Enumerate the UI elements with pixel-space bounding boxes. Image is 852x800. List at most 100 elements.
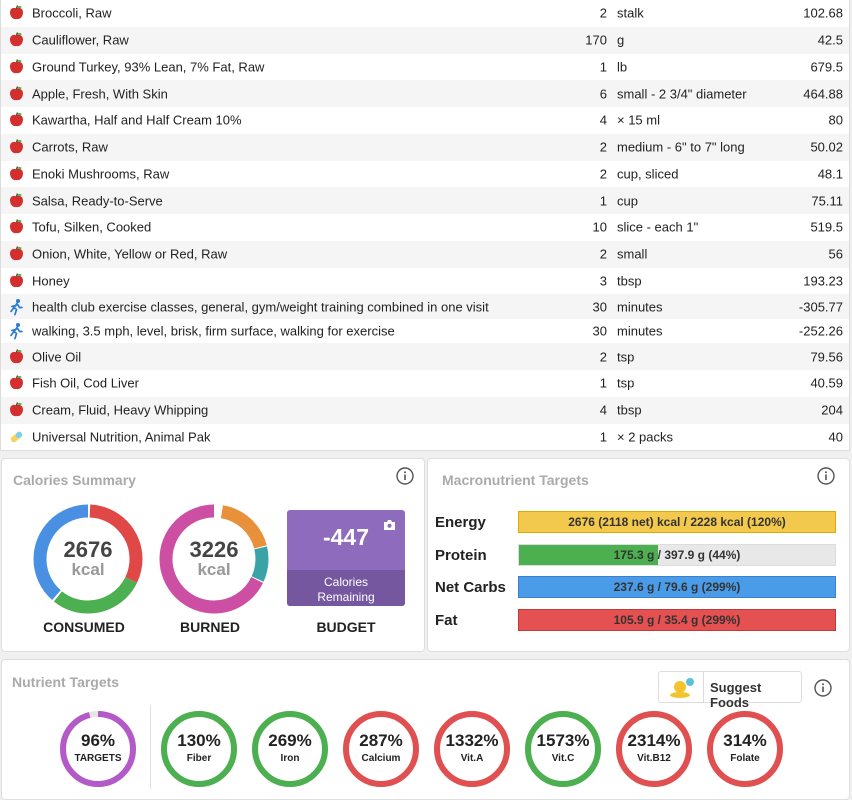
diary-row[interactable]: Cauliflower, Raw 170 g 42.5 <box>1 26 849 54</box>
apple-icon <box>8 219 25 236</box>
runner-icon <box>8 323 25 340</box>
nutrient-circle[interactable]: 130% Fiber <box>158 708 240 790</box>
nutrient-percent: 314% <box>723 731 767 750</box>
diary-item-unit: cup <box>617 193 638 209</box>
nutrient-targets-title: Nutrient Targets <box>12 674 120 690</box>
diary-item-calories: 50.02 <box>810 139 843 155</box>
consumed-value: 2676 <box>63 537 113 562</box>
diary-item-unit: minutes <box>617 323 663 339</box>
diary-row[interactable]: Tofu, Silken, Cooked 10 slice - each 1" 519… <box>1 214 849 241</box>
diary-item-name: Tofu, Silken, Cooked <box>32 219 152 235</box>
diary-item-name: Fish Oil, Cod Liver <box>32 375 139 391</box>
macro-label: Energy <box>435 514 486 531</box>
diary-item-qty: 4 <box>599 112 607 128</box>
nutrient-circle[interactable]: 1332% Vit.A <box>431 708 513 790</box>
info-icon[interactable] <box>814 679 832 697</box>
diary-item-unit: × 15 ml <box>617 112 660 128</box>
apple-icon <box>8 165 25 182</box>
info-icon[interactable] <box>396 467 414 485</box>
suggest-foods-label: Suggest Foods <box>710 680 762 710</box>
nutrient-circle[interactable]: 314% Folate <box>704 708 786 790</box>
nutrient-label: Calcium <box>361 753 401 764</box>
info-icon[interactable] <box>817 467 835 485</box>
apple-icon <box>8 272 25 289</box>
diary-row[interactable]: Carrots, Raw 2 medium - 6" to 7" long 50.02 <box>1 133 849 161</box>
diary-row[interactable]: Enoki Mushrooms, Raw 2 cup, sliced 48.1 <box>1 161 849 188</box>
diary-item-unit: minutes <box>617 299 663 314</box>
macro-bar[interactable]: 237.6 g / 79.6 g (299%) <box>518 576 836 598</box>
diary-row[interactable]: health club exercise classes, general, g… <box>1 294 849 319</box>
diary-item-qty: 1 <box>599 429 607 445</box>
diary-item-unit: stalk <box>617 5 644 21</box>
macro-bar-fill <box>519 512 835 532</box>
budget-caption: BUDGET <box>316 619 376 635</box>
macro-bar-fill <box>519 577 835 597</box>
macro-bar[interactable]: 105.9 g / 35.4 g (299%) <box>518 609 836 631</box>
diary-row[interactable]: Broccoli, Raw 2 stalk 102.68 <box>1 0 849 27</box>
diary-item-name: health club exercise classes, general, g… <box>32 299 489 314</box>
nutrient-circle[interactable]: 269% Iron <box>249 708 331 790</box>
macro-bar-fill <box>519 545 659 565</box>
diary-row[interactable]: Onion, White, Yellow or Red, Raw 2 small 56 <box>1 240 849 268</box>
diary-item-calories: -252.26 <box>798 323 843 339</box>
diary-item-qty: 2 <box>599 246 607 262</box>
diary-item-calories: 40.59 <box>810 375 843 391</box>
nutrient-label: TARGETS <box>74 753 122 764</box>
diary-item-qty: 2 <box>599 349 607 365</box>
diary-row[interactable]: Olive Oil 2 tsp 79.56 <box>1 343 849 370</box>
diary-item-qty: 2 <box>599 166 607 182</box>
nutrient-circle[interactable]: 2314% Vit.B12 <box>613 708 695 790</box>
nutrient-circle[interactable]: 1573% Vit.C <box>522 708 604 790</box>
diary-item-unit: tbsp <box>617 402 642 418</box>
tag-icon <box>384 520 395 530</box>
macro-bar[interactable]: 2676 (2118 net) kcal / 2228 kcal (120%) <box>518 511 836 533</box>
diary-item-name: Honey <box>32 273 70 289</box>
apple-icon <box>8 85 25 102</box>
diary-row[interactable]: Universal Nutrition, Animal Pak 1 × 2 pack… <box>1 424 849 451</box>
diary-item-qty: 3 <box>599 273 607 289</box>
macro-bar[interactable]: 175.3 g / 397.9 g (44%) <box>518 544 836 566</box>
consumed-unit: kcal <box>71 560 105 579</box>
diary-row[interactable]: Kawartha, Half and Half Cream 10% 4 × 15 m… <box>1 107 849 134</box>
budget-box[interactable]: -447 Calories Remaining <box>287 510 405 606</box>
apple-icon <box>8 192 25 209</box>
nutrient-circle[interactable]: 287% Calcium <box>340 708 422 790</box>
apple-icon <box>8 246 25 263</box>
diary-item-calories: 679.5 <box>810 59 843 75</box>
diary-item-qty: 170 <box>585 32 607 48</box>
diary-item-unit: small <box>617 246 648 262</box>
suggest-foods-button[interactable]: Suggest Foods <box>658 671 802 710</box>
diary-item-calories: 80 <box>828 112 843 128</box>
diary-item-calories: 40 <box>828 429 843 445</box>
diary-row[interactable]: Fish Oil, Cod Liver 1 tsp 40.59 <box>1 370 849 397</box>
diary-row[interactable]: Salsa, Ready-to-Serve 1 cup 75.11 <box>1 187 849 214</box>
diary-item-calories: 204 <box>821 402 843 418</box>
pill-icon <box>8 428 25 445</box>
diary-row[interactable]: Apple, Fresh, With Skin 6 small - 2 3/4" d… <box>1 80 849 107</box>
diary-item-calories: 42.5 <box>817 32 843 48</box>
diary-item-qty: 2 <box>599 5 607 21</box>
diary-item-name: Cauliflower, Raw <box>32 32 129 48</box>
consumed-ring[interactable]: 2676 kcal <box>32 503 144 615</box>
diary-row[interactable]: Honey 3 tbsp 193.23 <box>1 268 849 295</box>
diary-row[interactable]: Cream, Fluid, Heavy Whipping 4 tbsp 204 <box>1 396 849 424</box>
apple-icon <box>8 112 25 129</box>
diary-item-calories: 102.68 <box>803 5 843 21</box>
burned-caption: BURNED <box>180 619 240 635</box>
diary-row[interactable]: walking, 3.5 mph, level, brisk, firm sur… <box>1 319 849 344</box>
diary-item-unit: tsp <box>617 349 635 365</box>
budget-label-line2: Remaining <box>317 590 375 604</box>
apple-icon <box>8 32 25 49</box>
macronutrient-title: Macronutrient Targets <box>442 472 589 488</box>
diary-item-qty: 1 <box>599 375 607 391</box>
nutrient-label: Iron <box>280 753 300 764</box>
burned-value: 3226 <box>189 537 239 562</box>
nutrient-circle[interactable]: 96% TARGETS <box>57 708 139 790</box>
nutrient-percent: 96% <box>80 731 116 750</box>
macro-bar-fill <box>519 610 835 630</box>
burned-ring[interactable]: 3226 kcal <box>158 503 270 615</box>
diary-row[interactable]: Ground Turkey, 93% Lean, 7% Fat, Raw 1 lb 6… <box>1 54 849 81</box>
diary-item-qty: 4 <box>599 402 607 418</box>
diary-item-name: Carrots, Raw <box>32 139 108 155</box>
macro-bar-text: 2676 (2118 net) kcal / 2228 kcal (120%) <box>568 515 786 529</box>
